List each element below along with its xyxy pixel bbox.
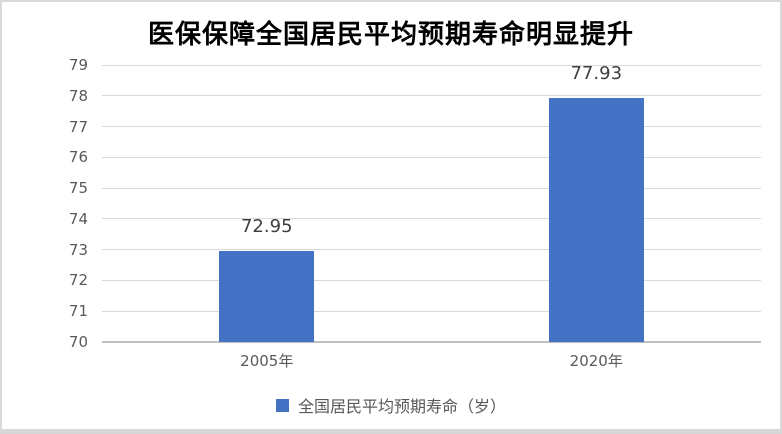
gridline	[102, 279, 761, 281]
x-axis-line	[102, 341, 761, 343]
legend-swatch-icon	[275, 398, 289, 412]
x-tick-label: 2005年	[240, 352, 294, 370]
bar-2020年	[548, 97, 644, 342]
gridline	[102, 218, 761, 220]
y-tick-label: 78	[68, 86, 88, 105]
y-tick-label: 71	[68, 302, 88, 321]
gridline	[102, 249, 761, 251]
y-tick-label: 77	[68, 117, 88, 136]
gridline	[102, 95, 761, 97]
gridline	[102, 156, 761, 158]
gridline	[102, 310, 761, 312]
y-tick-label: 75	[68, 179, 88, 198]
data-label: 77.93	[570, 62, 623, 84]
plot-area: 72.95 77.93	[102, 62, 761, 343]
gridline	[102, 126, 761, 128]
y-tick-label: 74	[68, 209, 88, 228]
chart-title: 医保保障全国居民平均预期寿命明显提升	[147, 20, 634, 50]
y-tick-label: 79	[68, 56, 88, 74]
gridline	[102, 187, 761, 189]
y-tick-label: 70	[68, 333, 88, 351]
y-tick-label: 76	[68, 148, 88, 167]
x-tick-label: 2020年	[569, 352, 623, 370]
bar-2005年	[219, 251, 315, 342]
y-tick-label: 73	[68, 240, 88, 259]
data-label: 72.95	[240, 216, 293, 238]
legend: 全国居民平均预期寿命（岁）	[2, 393, 780, 417]
y-tick-label: 72	[68, 271, 88, 290]
gridline	[102, 64, 761, 66]
legend-label: 全国居民平均预期寿命（岁）	[297, 397, 506, 416]
